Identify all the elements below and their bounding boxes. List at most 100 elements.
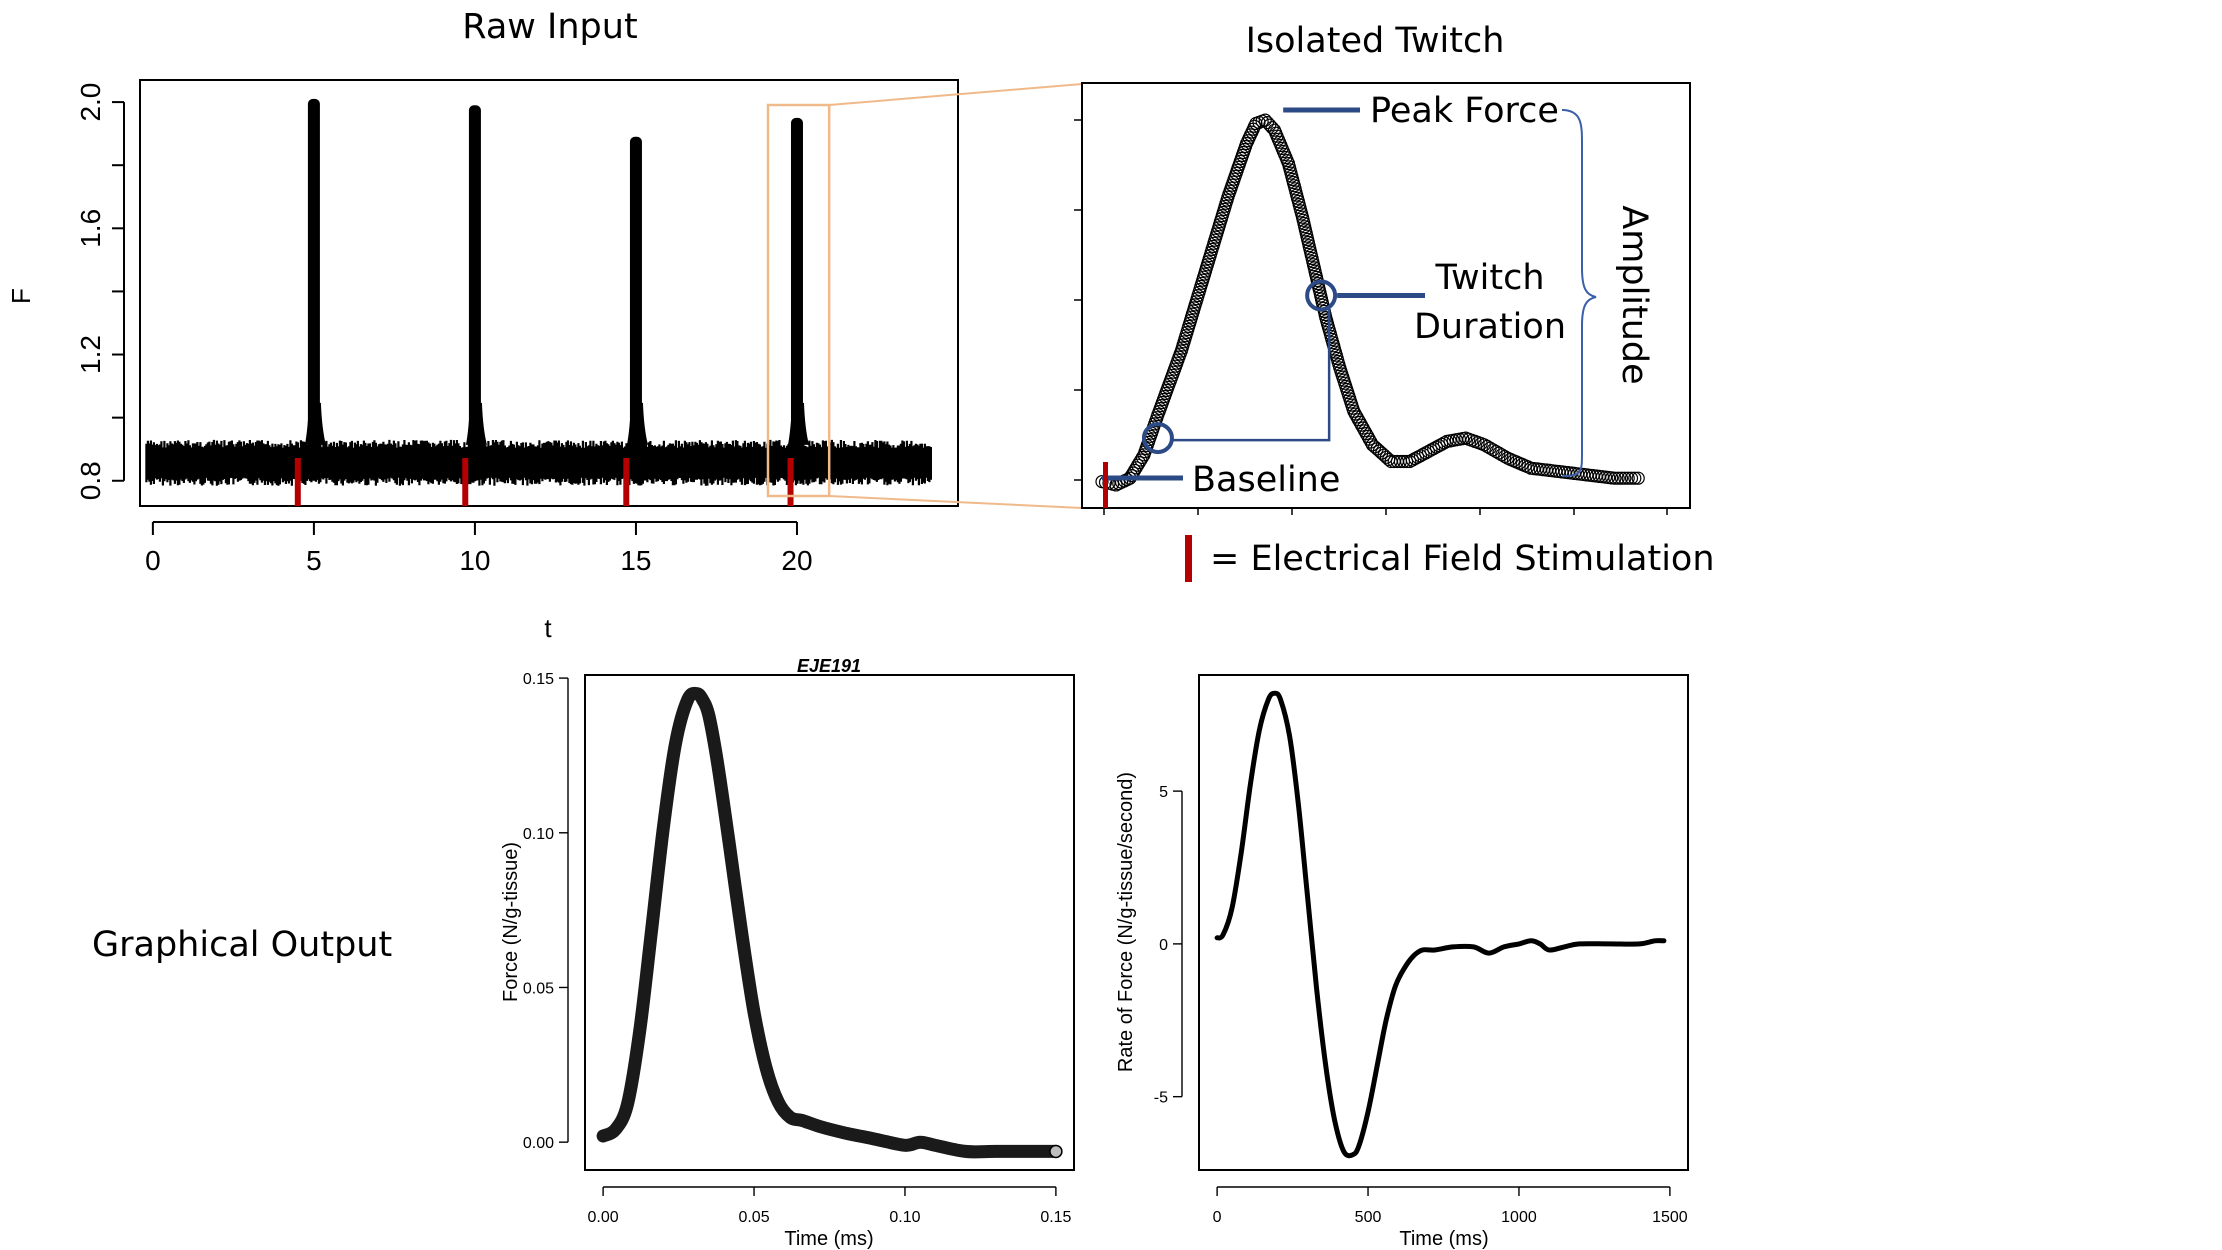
stimulation-legend-marker xyxy=(1185,535,1192,582)
raw-input-frame xyxy=(139,79,959,507)
twitch-point xyxy=(1258,113,1272,127)
twitch-point xyxy=(1399,454,1414,469)
raw-y-tick-label: 0.8 xyxy=(75,461,106,500)
rate-output-panel: 0 500 1000 1500 -5 0 5 Time (ms) Rate of Force… xyxy=(1115,674,1689,1250)
stimulation-marker-1 xyxy=(294,458,301,506)
x-tick-label: 500 xyxy=(1355,1209,1382,1226)
peak-force-label: Peak Force xyxy=(1370,91,1559,131)
force-output-frame xyxy=(584,674,1075,1171)
baseline-label: Baseline xyxy=(1192,460,1340,500)
raw-spike-2 xyxy=(468,105,481,481)
amplitude-brace xyxy=(1561,109,1597,477)
raw-x-tick-label: 0 xyxy=(145,545,161,576)
force-output-panel: EJE191 0.00 0.05 0.10 0.150.000.050.100.15 … xyxy=(500,656,1075,1250)
raw-x-tick-label: 15 xyxy=(620,545,651,576)
raw-input-x-axis: 0 5 10 15 20 xyxy=(145,521,813,576)
twitch-point xyxy=(1608,471,1622,485)
raw-input-y-axis: 0.8 1.2 1.6 2.0 xyxy=(75,83,125,500)
raw-input-x-label: t xyxy=(544,613,552,643)
raw-spike-base-4 xyxy=(787,402,809,445)
y-tick-label: 0 xyxy=(1159,937,1168,954)
y-tick-label: 0.15 xyxy=(523,671,554,688)
raw-baseline-band xyxy=(145,439,932,486)
raw-input-stimulations xyxy=(294,458,794,506)
raw-spike-1 xyxy=(307,98,320,481)
zoom-window xyxy=(766,103,831,498)
stimulation-marker-3 xyxy=(623,458,630,506)
stimulation-marker-2 xyxy=(462,458,469,506)
rate-output-x-label: Time (ms) xyxy=(1399,1228,1488,1250)
stimulation-legend-label: = Electrical Field Stimulation xyxy=(1210,539,1715,579)
raw-spike-base-3 xyxy=(626,402,648,445)
twitch-point xyxy=(1621,471,1635,485)
twitch-point xyxy=(1437,436,1451,450)
raw-y-tick-label: 1.6 xyxy=(75,209,106,248)
duration-label: Duration xyxy=(1414,307,1566,347)
twitch-point xyxy=(1628,471,1642,485)
isolated-twitch-annotations xyxy=(1102,107,1425,508)
raw-x-tick-label: 20 xyxy=(781,545,812,576)
rate-output-line xyxy=(1214,690,1667,1159)
raw-spike-4 xyxy=(790,117,803,481)
isolated-twitch-title: Isolated Twitch xyxy=(1246,21,1505,61)
y-tick-label: 5 xyxy=(1159,784,1168,801)
twitch-duration-circle xyxy=(1305,279,1338,312)
force-series-line xyxy=(596,686,1063,1159)
isolated-twitch-data xyxy=(1095,113,1645,492)
force-output-y-label: Force (N/g-tissue) xyxy=(500,842,522,1002)
x-tick-label: 0.05 xyxy=(738,1209,769,1226)
rate-series-line xyxy=(1214,690,1667,1159)
x-tick-label: 1500 xyxy=(1652,1209,1688,1226)
rate-output-y-label: Rate of Force (N/g-tissue/second) xyxy=(1115,772,1137,1072)
force-output-title: EJE191 xyxy=(797,656,861,676)
rate-output-axes: 0 500 1000 1500 -5 0 5 xyxy=(1154,784,1688,1226)
raw-input-panel: Raw Input 0 5 10 15 20 0.8 1.2 1.6 2.0 F t xyxy=(6,7,959,643)
stimulation-legend: = Electrical Field Stimulation xyxy=(1185,535,1715,582)
graphical-output-label: Graphical Output xyxy=(92,925,392,965)
duration-bracket xyxy=(1171,307,1331,442)
raw-input-title: Raw Input xyxy=(462,7,637,47)
raw-spike-base-1 xyxy=(304,402,326,445)
x-tick-label: 0.00 xyxy=(588,1209,619,1226)
zoom-connector-bottom xyxy=(829,495,1083,509)
twitch-point xyxy=(1614,471,1629,485)
force-output-axes: 0.00 0.05 0.10 0.15 0.00 0.05 0.10 0.15 xyxy=(523,671,1072,1226)
raw-y-tick-label: 2.0 xyxy=(75,83,106,122)
y-tick-label: -5 xyxy=(1154,1090,1168,1107)
raw-x-tick-label: 5 xyxy=(306,545,322,576)
y-tick-label: 0.10 xyxy=(523,826,554,843)
raw-x-tick-label: 10 xyxy=(459,545,490,576)
raw-spike-3 xyxy=(629,136,642,481)
stimulation-marker-4 xyxy=(787,458,794,506)
twitch-point xyxy=(1263,118,1277,132)
raw-input-data xyxy=(145,98,932,486)
force-output-line xyxy=(596,686,1063,1159)
twitch-point xyxy=(1247,119,1262,133)
twitch-label: Twitch xyxy=(1434,258,1544,298)
force-output-x-label: Time (ms) xyxy=(784,1228,873,1250)
x-tick-label: 0.10 xyxy=(889,1209,920,1226)
twitch-point xyxy=(1624,471,1639,485)
isolated-twitch-panel: Isolated Twitch Peak Force Twitch Durati… xyxy=(1074,21,1691,515)
y-tick-label: 0.00 xyxy=(523,1135,554,1152)
x-tick-label: 1000 xyxy=(1501,1209,1537,1226)
raw-input-y-label: F xyxy=(6,288,36,304)
twitch-point xyxy=(1611,471,1625,485)
x-tick-label: 0.15 xyxy=(1040,1209,1071,1226)
raw-spike-base-2 xyxy=(465,402,487,445)
twitch-point xyxy=(1631,471,1645,485)
twitch-point xyxy=(1135,450,1150,464)
rate-output-frame xyxy=(1198,674,1689,1171)
twitch-point xyxy=(1618,471,1632,485)
series-end-point xyxy=(1049,1144,1063,1159)
x-tick-label: 0 xyxy=(1213,1209,1222,1226)
onset-circle xyxy=(1141,422,1174,455)
zoom-connector-top xyxy=(829,83,1083,106)
isolated-twitch-ticks xyxy=(1074,119,1668,515)
twitch-point xyxy=(1260,115,1275,130)
y-tick-label: 0.05 xyxy=(523,980,554,997)
raw-y-tick-label: 1.2 xyxy=(75,335,106,374)
twitch-stimulation-marker xyxy=(1103,462,1108,508)
amplitude-label: Amplitude xyxy=(1614,205,1654,384)
